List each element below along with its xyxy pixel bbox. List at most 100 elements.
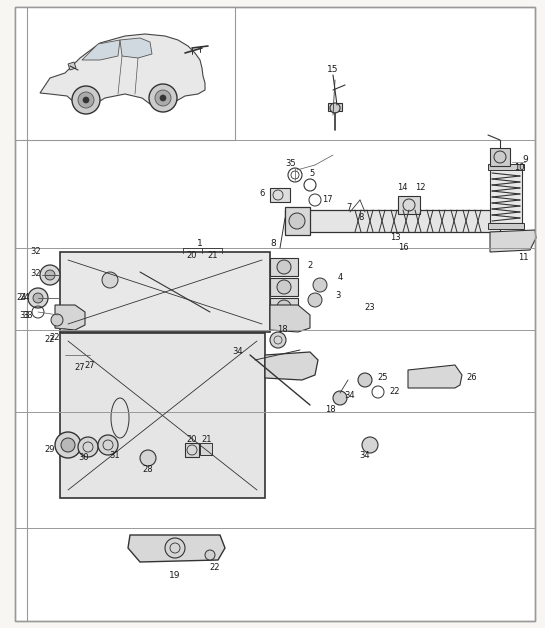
- Text: 24: 24: [20, 293, 31, 303]
- Text: 3: 3: [335, 291, 341, 300]
- Text: 30: 30: [78, 453, 89, 462]
- Polygon shape: [270, 305, 310, 332]
- Circle shape: [205, 550, 215, 560]
- Text: 21: 21: [202, 435, 212, 445]
- Text: 34: 34: [360, 452, 370, 460]
- Circle shape: [61, 438, 75, 452]
- Circle shape: [277, 280, 291, 294]
- Bar: [490, 148, 510, 166]
- Text: 6: 6: [259, 190, 265, 198]
- Text: 22: 22: [45, 335, 55, 345]
- Circle shape: [313, 278, 327, 292]
- Text: 11: 11: [518, 254, 528, 263]
- Text: 22: 22: [210, 563, 220, 573]
- Text: 13: 13: [390, 234, 401, 242]
- Text: 27: 27: [84, 360, 95, 369]
- Text: 18: 18: [325, 406, 335, 414]
- Bar: [60, 333, 265, 498]
- Text: 21: 21: [208, 251, 218, 261]
- Circle shape: [270, 332, 286, 348]
- Text: 25: 25: [378, 374, 388, 382]
- Bar: [285, 207, 310, 235]
- Polygon shape: [490, 230, 536, 252]
- Circle shape: [160, 95, 166, 101]
- Text: 15: 15: [327, 65, 339, 75]
- Text: 10: 10: [514, 163, 524, 173]
- Text: 31: 31: [110, 450, 120, 460]
- Text: 32: 32: [31, 269, 41, 278]
- Bar: [488, 223, 524, 229]
- Bar: [328, 103, 342, 111]
- Circle shape: [55, 432, 81, 458]
- Bar: [60, 252, 270, 332]
- Text: 29: 29: [45, 445, 55, 455]
- Text: 34: 34: [233, 347, 243, 357]
- Text: 20: 20: [187, 251, 197, 261]
- Polygon shape: [55, 305, 85, 330]
- Circle shape: [277, 300, 291, 314]
- Polygon shape: [82, 40, 120, 60]
- Bar: [270, 278, 298, 296]
- Circle shape: [102, 272, 118, 288]
- Circle shape: [330, 103, 340, 113]
- Text: 2: 2: [307, 261, 313, 269]
- Text: 28: 28: [143, 465, 153, 475]
- Text: 34: 34: [344, 391, 355, 399]
- Text: 32: 32: [31, 247, 41, 256]
- Bar: [490, 168, 522, 223]
- Bar: [285, 210, 500, 232]
- Circle shape: [358, 373, 372, 387]
- Text: 4: 4: [337, 274, 343, 283]
- Bar: [270, 188, 290, 202]
- Circle shape: [155, 90, 171, 106]
- Bar: [200, 443, 212, 455]
- Text: 33: 33: [23, 310, 33, 320]
- Polygon shape: [40, 34, 205, 106]
- Text: 35: 35: [286, 158, 296, 168]
- Text: 33: 33: [20, 310, 31, 320]
- Polygon shape: [265, 352, 318, 380]
- Text: 24: 24: [17, 293, 27, 303]
- Polygon shape: [128, 535, 225, 562]
- Polygon shape: [68, 62, 76, 70]
- Bar: [270, 298, 298, 316]
- Text: 26: 26: [467, 374, 477, 382]
- Text: 17: 17: [322, 195, 332, 205]
- Bar: [488, 164, 524, 170]
- Circle shape: [362, 437, 378, 453]
- Bar: [398, 196, 420, 214]
- Text: 22: 22: [50, 333, 60, 342]
- Circle shape: [333, 391, 347, 405]
- Circle shape: [289, 213, 305, 229]
- Circle shape: [40, 265, 60, 285]
- Circle shape: [45, 270, 55, 280]
- Text: 19: 19: [169, 570, 181, 580]
- Circle shape: [51, 314, 63, 326]
- Text: 20: 20: [187, 435, 197, 445]
- Circle shape: [149, 84, 177, 112]
- Circle shape: [165, 538, 185, 558]
- Text: 8: 8: [270, 239, 276, 249]
- Circle shape: [78, 437, 98, 457]
- Polygon shape: [408, 365, 462, 388]
- Bar: [15, 7, 235, 140]
- Text: 23: 23: [365, 303, 376, 313]
- Polygon shape: [120, 38, 152, 58]
- Bar: [270, 258, 298, 276]
- Circle shape: [308, 293, 322, 307]
- Text: 16: 16: [398, 244, 408, 252]
- Text: 14: 14: [397, 183, 407, 193]
- Text: 9: 9: [522, 156, 528, 165]
- Circle shape: [277, 260, 291, 274]
- Text: 8: 8: [358, 214, 364, 222]
- Text: 22: 22: [390, 387, 400, 396]
- Circle shape: [83, 97, 89, 103]
- Text: 7: 7: [346, 202, 352, 212]
- Bar: [185, 443, 199, 457]
- Text: 12: 12: [415, 183, 425, 193]
- Circle shape: [140, 450, 156, 466]
- Text: 18: 18: [277, 325, 287, 335]
- Circle shape: [78, 92, 94, 108]
- Circle shape: [92, 347, 108, 363]
- Text: 1: 1: [197, 239, 203, 247]
